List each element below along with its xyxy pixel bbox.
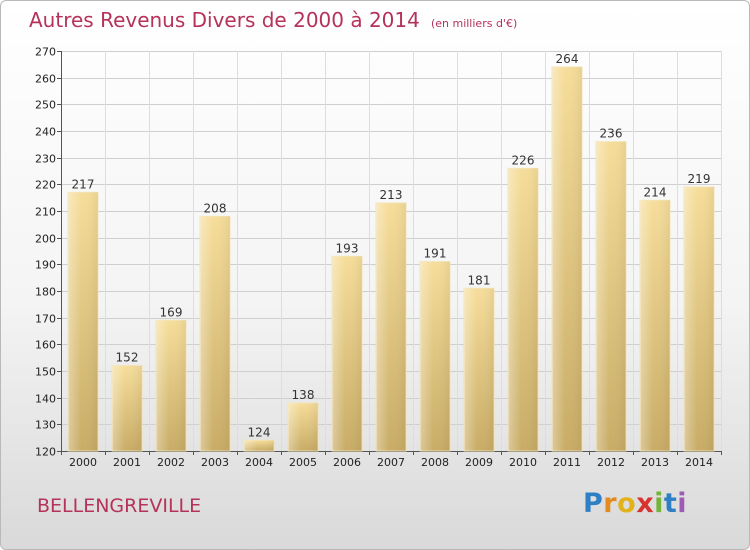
bar-shine-2011 [552,67,582,451]
data-label-2012: 236 [600,127,623,141]
y-tick-label: 170 [35,313,56,326]
y-tick-label: 240 [35,126,56,139]
y-tick-label: 220 [35,179,56,192]
x-tick-label: 2001 [113,456,141,469]
y-tick-label: 210 [35,206,56,219]
bar-shine-2014 [684,187,714,451]
y-tick-label: 180 [35,286,56,299]
bar-shine-2009 [464,288,494,451]
x-tick-label: 2011 [553,456,581,469]
x-tick-label: 2009 [465,456,493,469]
x-tick-label: 2000 [69,456,97,469]
x-tick-label: 2008 [421,456,449,469]
bar-shine-2013 [640,200,670,451]
x-tick-label: 2006 [333,456,361,469]
x-tick-label: 2010 [509,456,537,469]
data-label-2004: 124 [248,425,271,439]
bar-shine-2005 [288,403,318,451]
x-tick-label: 2003 [201,456,229,469]
data-label-2013: 214 [644,185,667,199]
data-label-2014: 219 [688,172,711,186]
x-tick-label: 2002 [157,456,185,469]
data-label-2001: 152 [116,351,139,365]
data-label-2002: 169 [160,305,183,319]
bar-shine-2012 [596,141,626,451]
y-tick-label: 140 [35,393,56,406]
x-tick-label: 2005 [289,456,317,469]
x-tick-label: 2012 [597,456,625,469]
bar-shine-2006 [332,256,362,451]
data-label-2011: 264 [556,52,579,66]
data-label-2000: 217 [72,177,95,191]
axes: 120 130 140 150 160 170 180 190 200 210 220 230 240 2… [35,46,722,469]
bar-shine-2001 [112,365,142,451]
commune-name: BELLENGREVILLE [37,495,202,517]
proxiti-logo: Proxiti [583,488,688,519]
bars [67,66,715,452]
bar-shine-2002 [156,320,186,451]
y-tick-label: 270 [35,46,56,59]
y-tick-label: 120 [35,446,56,459]
chart-title: Autres Revenus Divers de 2000 à 2014 (en… [29,8,517,32]
bar-shine-2007 [376,203,406,451]
y-tick-label: 250 [35,99,56,112]
data-label-2007: 213 [380,188,403,202]
data-label-2010: 226 [512,153,535,167]
y-tick-label: 230 [35,153,56,166]
bar-shine-2000 [68,192,98,452]
x-tick-label: 2007 [377,456,405,469]
y-tick-label: 260 [35,73,56,86]
data-label-2005: 138 [292,388,315,402]
title-main: Autres Revenus Divers de 2000 à 2014 [29,8,420,32]
x-tick-label: 2014 [685,456,713,469]
y-tick-label: 160 [35,339,56,352]
y-tick-label: 200 [35,233,56,246]
bar-shine-2008 [420,261,450,451]
y-tick-label: 190 [35,259,56,272]
data-label-2003: 208 [204,201,227,215]
data-label-2006: 193 [336,241,359,255]
title-unit: (en milliers d'€) [430,17,518,30]
bar-shine-2004 [244,440,274,451]
data-label-2008: 191 [424,247,447,261]
data-label-2009: 181 [468,273,491,287]
y-tick-label: 130 [35,419,56,432]
x-tick-label: 2004 [245,456,273,469]
x-tick-label: 2013 [641,456,669,469]
data-labels: 217 152 169 208 124 138 193 213 191 181 226 264 236 2… [72,52,711,439]
y-tick-label: 150 [35,366,56,379]
bar-shine-2010 [508,168,538,452]
bar-shine-2003 [200,216,230,451]
